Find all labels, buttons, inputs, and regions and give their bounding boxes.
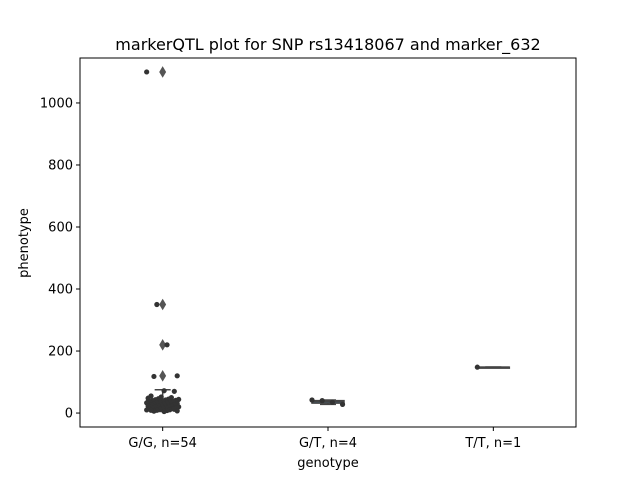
y-tick-label: 1000 (40, 96, 73, 111)
data-point (171, 406, 177, 412)
data-point (144, 69, 150, 75)
plot-area (144, 66, 511, 415)
data-point (309, 397, 315, 403)
data-point (154, 301, 160, 308)
x-tick-label: G/G, n=54 (128, 436, 196, 451)
y-tick-label: 800 (48, 158, 73, 173)
data-point (171, 388, 177, 394)
chart-title: markerQTL plot for SNP rs13418067 and ma… (115, 35, 540, 55)
outlier-marker (159, 370, 167, 382)
plot-frame (79, 57, 577, 428)
data-point (164, 342, 170, 348)
outlier-marker (159, 298, 167, 311)
data-point (161, 388, 167, 394)
data-point (161, 408, 167, 415)
x-tick-label: T/T, n=1 (464, 436, 521, 451)
axes: 0 200 400 600 800 1000 G/G, n=54 G/T, n=4 T/T, n… (40, 96, 521, 451)
data-point (329, 399, 335, 405)
data-point (339, 401, 346, 407)
outlier-marker (159, 339, 167, 351)
y-tick-label: 0 (65, 407, 73, 422)
outlier-marker (159, 66, 167, 78)
y-axis-label: phenotype (17, 208, 32, 278)
data-point (174, 373, 180, 379)
data-point (144, 407, 150, 413)
data-point (148, 407, 154, 413)
data-point (319, 398, 325, 404)
data-point (474, 364, 480, 370)
x-tick-label: G/T, n=4 (299, 436, 357, 451)
x-axis-label: genotype (297, 456, 358, 471)
data-point (151, 373, 157, 380)
y-tick-label: 400 (48, 283, 73, 298)
y-tick-label: 200 (48, 345, 73, 360)
y-tick-label: 600 (48, 220, 73, 235)
